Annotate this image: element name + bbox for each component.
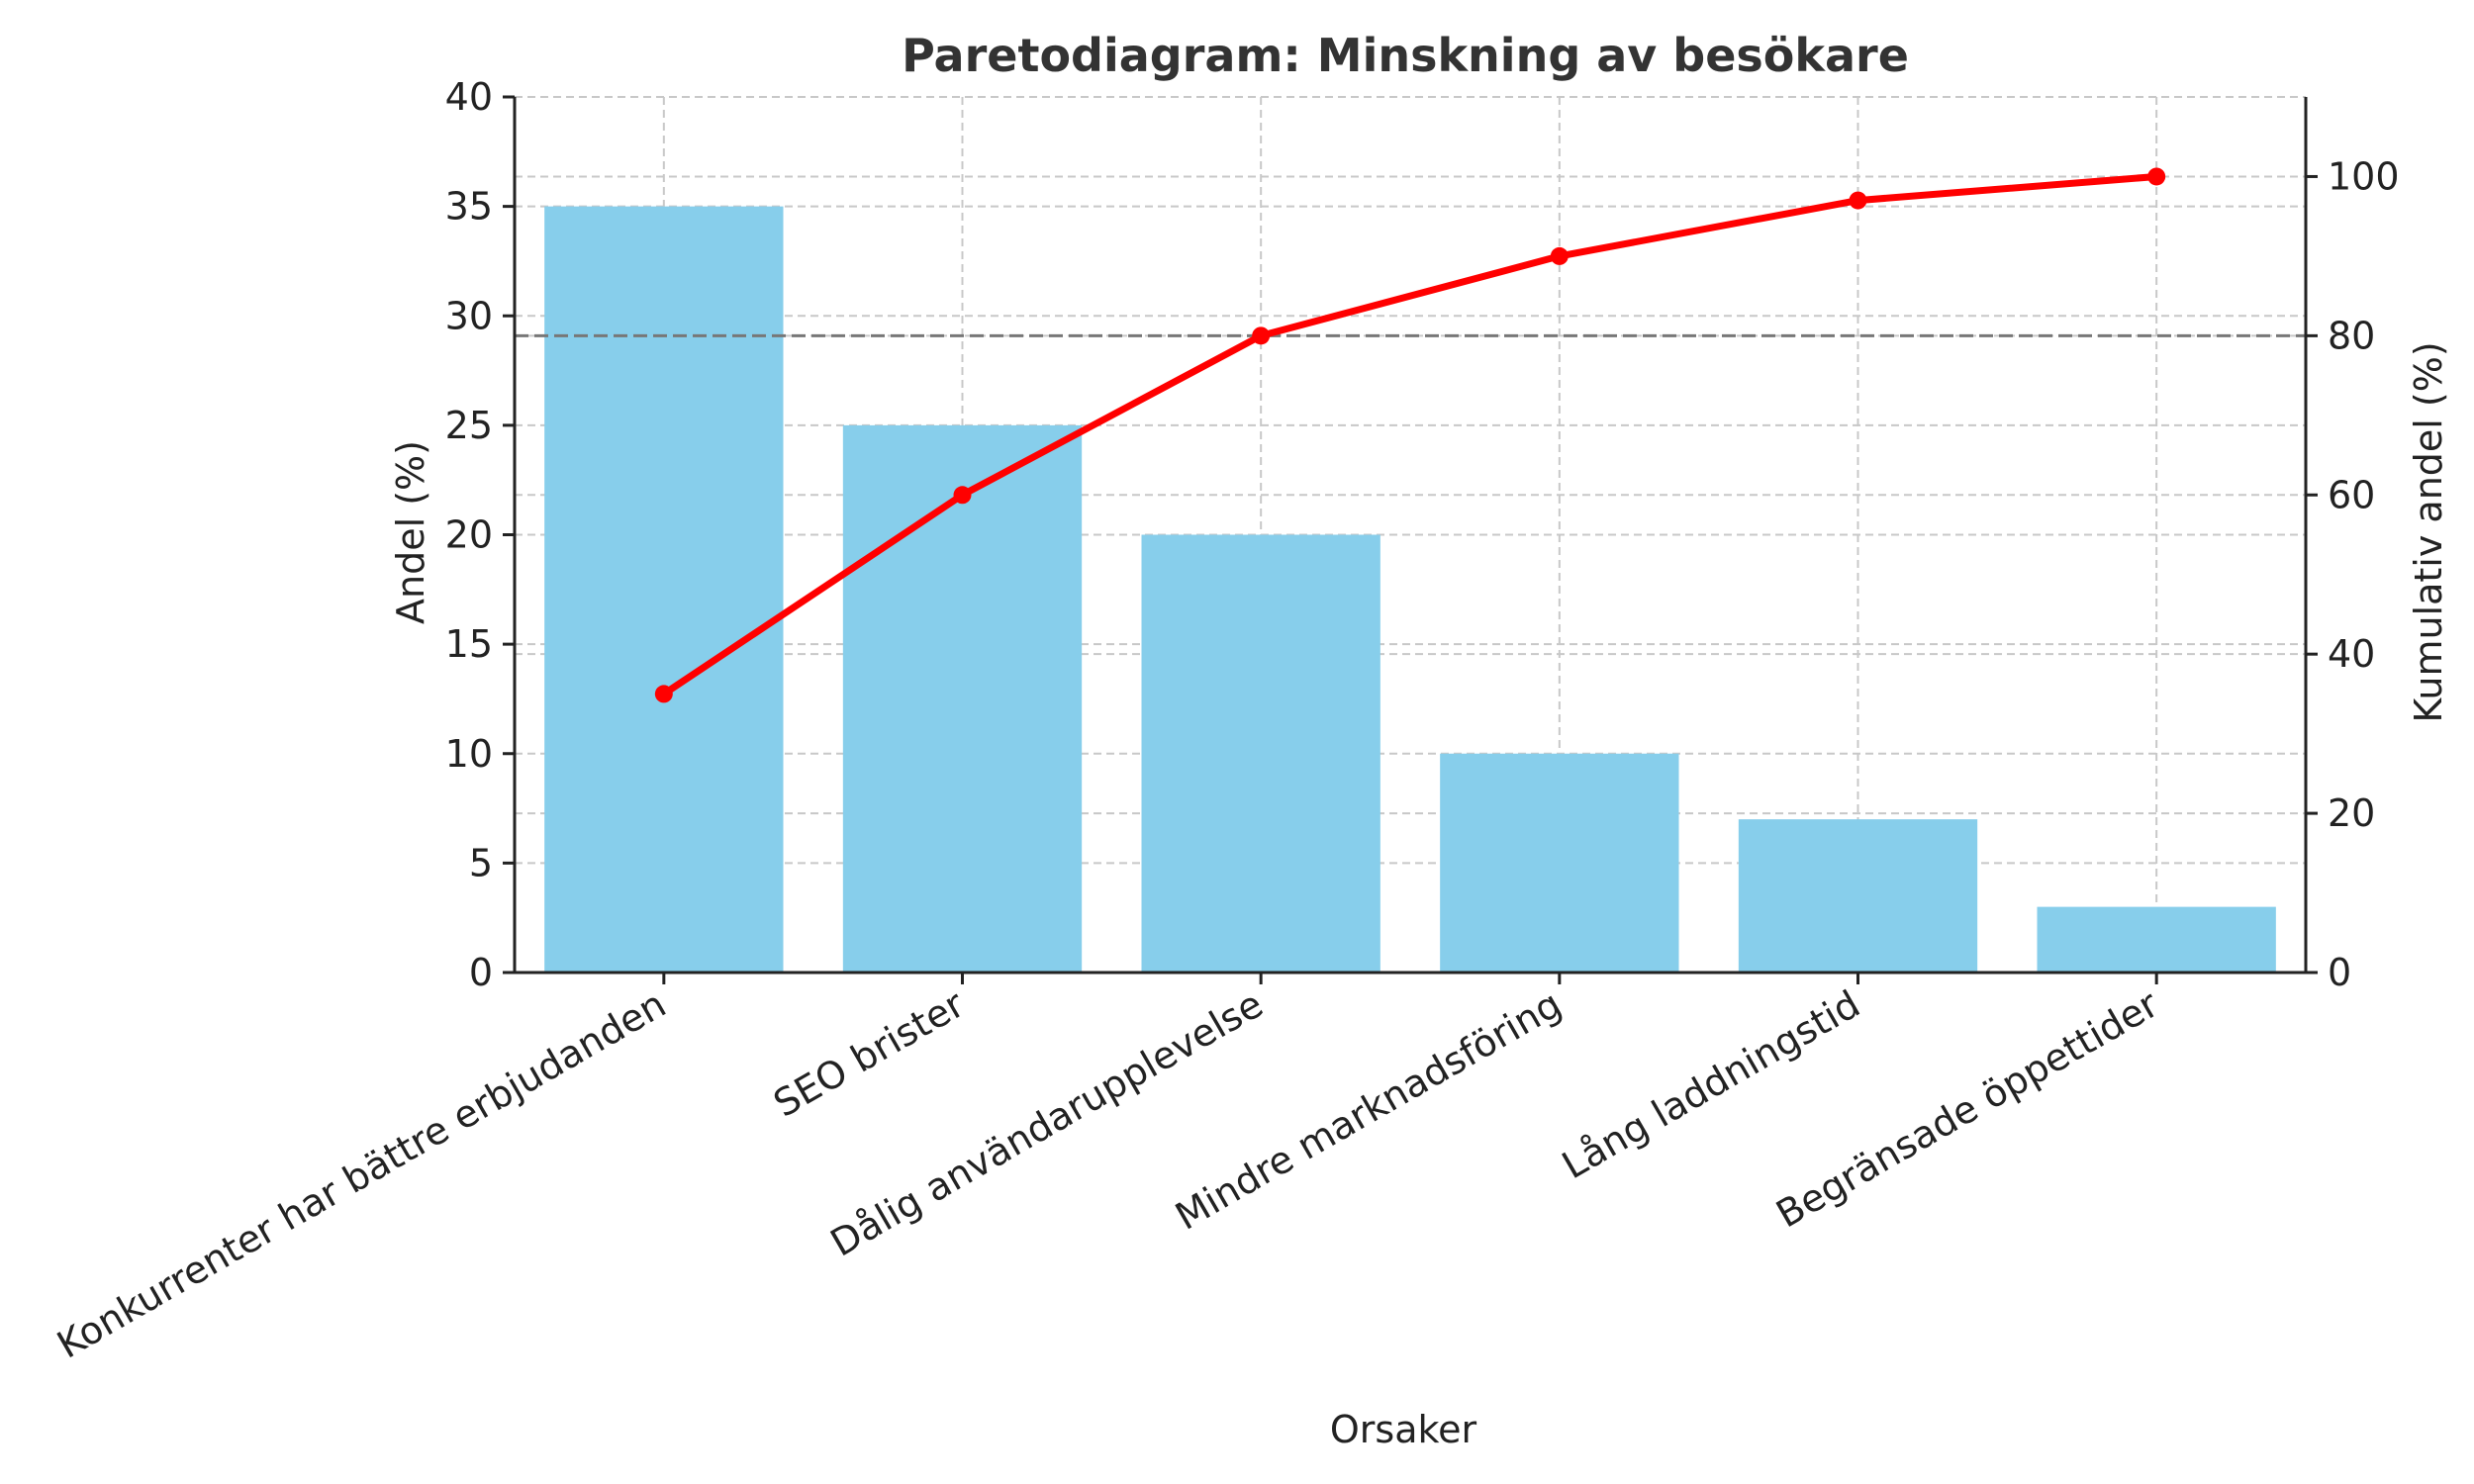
cumulative-point — [1550, 246, 1569, 265]
y-tick-label: 40 — [445, 75, 493, 119]
y-tick-label: 20 — [445, 513, 493, 557]
cumulative-point — [953, 486, 972, 505]
y2-tick-label: 40 — [2328, 632, 2375, 676]
y-axis-label: Andel (%) — [389, 440, 432, 624]
y2-tick-label: 0 — [2328, 951, 2351, 994]
bar — [842, 424, 1083, 973]
y2-axis-label: Kumulativ andel (%) — [2407, 341, 2450, 722]
y2-tick-label: 20 — [2328, 791, 2375, 835]
y-tick-label: 30 — [445, 294, 493, 337]
bar — [1141, 534, 1380, 973]
bar — [1738, 819, 1978, 973]
bar — [1440, 753, 1679, 973]
axes-layer — [503, 95, 2318, 984]
y-tick-label: 35 — [445, 185, 493, 229]
cumulative-point — [1849, 191, 1867, 210]
y2-tick-label: 60 — [2328, 473, 2375, 516]
x-category-label: Lång laddningstid — [1555, 982, 1867, 1188]
bar — [2037, 906, 2276, 973]
cumulative-line — [661, 172, 2157, 697]
cumulative-point — [2147, 167, 2166, 186]
cumulative-layer — [654, 167, 2166, 703]
y-tick-label: 15 — [445, 622, 493, 666]
chart-title: Paretodiagram: Minskning av besökare — [902, 29, 1909, 82]
x-category-label: SEO brister — [766, 981, 972, 1125]
cumulative-point — [1252, 326, 1271, 345]
x-axis-label: Orsaker — [1330, 1408, 1477, 1451]
cumulative-point — [654, 685, 673, 703]
x-category-label: Konkurrenter har bättre erbjudanden — [49, 982, 673, 1367]
y2-tick-label: 80 — [2328, 314, 2375, 357]
y-tick-label: 25 — [445, 404, 493, 447]
bars-layer — [544, 206, 2276, 973]
y-tick-label: 10 — [445, 732, 493, 776]
y-tick-label: 0 — [469, 951, 493, 994]
y2-tick-label: 100 — [2328, 154, 2400, 198]
bar — [544, 206, 784, 973]
y-tick-label: 5 — [469, 841, 493, 884]
